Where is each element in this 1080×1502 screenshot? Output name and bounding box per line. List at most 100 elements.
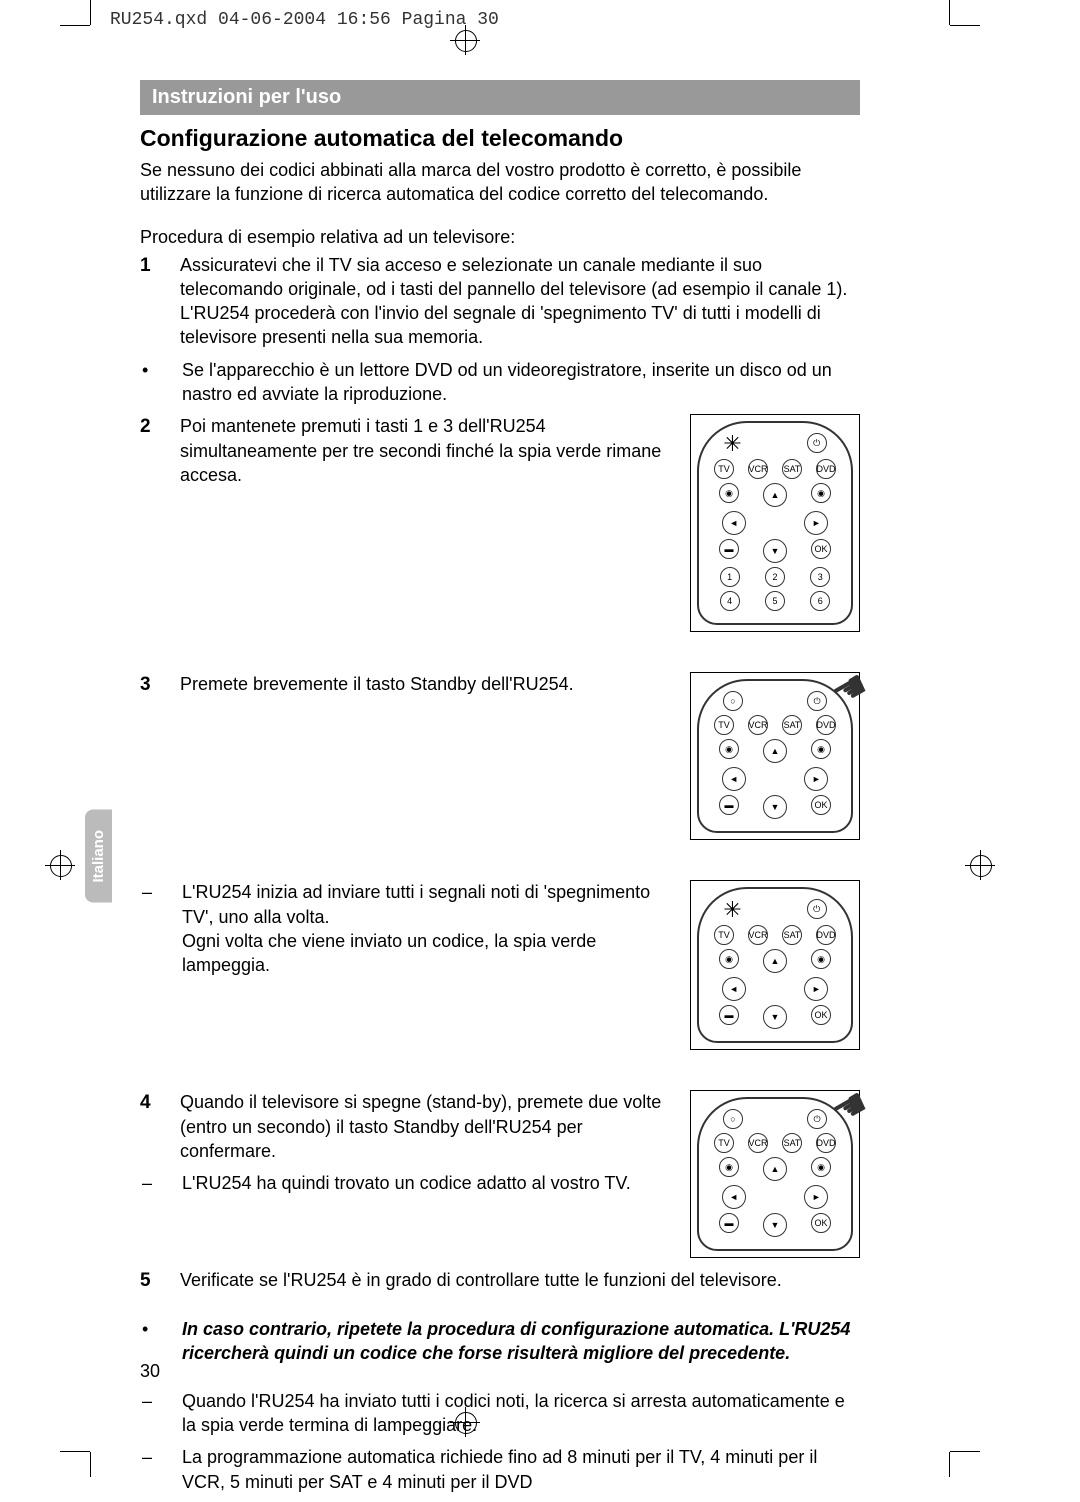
italic-note: In caso contrario, ripetete la procedura…: [182, 1317, 860, 1366]
bullet-icon: •: [140, 1317, 182, 1341]
dvd-button: DVD: [816, 715, 836, 735]
nav-button: ◉: [719, 1157, 739, 1177]
step-4-block: 4 Quando il televisore si spegne (stand-…: [140, 1090, 860, 1258]
right-button: ►: [804, 767, 828, 791]
procedure-intro: Procedura di esempio relativa ad un tele…: [140, 227, 860, 248]
intro-text: Se nessuno dei codici abbinati alla marc…: [140, 158, 860, 207]
led-burst-icon: ✳: [723, 899, 741, 921]
left-button: ◄: [722, 511, 746, 535]
nav-button: ◉: [719, 483, 739, 503]
up-button: ▲: [763, 739, 787, 763]
nav-button: ▬: [719, 539, 739, 559]
up-button: ▲: [763, 949, 787, 973]
crop-mark: [949, 0, 950, 25]
crop-mark: [60, 25, 90, 26]
step-2-block: 2 Poi mantenete premuti i tasti 1 e 3 de…: [140, 414, 860, 632]
sat-button: SAT: [782, 1133, 802, 1153]
step-text: Verificate se l'RU254 è in grado di cont…: [180, 1268, 860, 1292]
nav-button: ◉: [811, 483, 831, 503]
nav-button: ◉: [719, 949, 739, 969]
down-button: ▼: [763, 539, 787, 563]
tv-button: TV: [714, 1133, 734, 1153]
step-text: Quando il televisore si spegne (stand-by…: [180, 1090, 675, 1163]
registration-mark-right: [965, 850, 995, 880]
digit-2: 2: [765, 567, 785, 587]
step-number: 4: [140, 1090, 180, 1116]
digit-6: 6: [810, 591, 830, 611]
dash-3: – Quando l'RU254 ha inviato tutti i codi…: [140, 1389, 860, 1438]
dash-icon: –: [140, 1171, 182, 1195]
file-header: RU254.qxd 04-06-2004 16:56 Pagina 30: [110, 10, 499, 30]
dash-icon: –: [140, 880, 182, 904]
remote-figure-3: ✳⏻ TVVCRSATDVD ◉▲◉ ◄► ▬▼OK: [690, 880, 860, 1050]
step-1: 1 Assicuratevi che il TV sia acceso e se…: [140, 253, 860, 350]
left-button: ◄: [722, 1185, 746, 1209]
ok-button: OK: [811, 1213, 831, 1233]
step-text: L'RU254 ha quindi trovato un codice adat…: [182, 1171, 675, 1195]
step-text: L'RU254 inizia ad inviare tutti i segnal…: [182, 880, 675, 977]
sat-button: SAT: [782, 925, 802, 945]
step-5: 5 Verificate se l'RU254 è in grado di co…: [140, 1268, 860, 1294]
dvd-button: DVD: [816, 459, 836, 479]
power-icon: ⏻: [807, 1109, 827, 1129]
nav-button: ◉: [811, 1157, 831, 1177]
crop-mark: [90, 1452, 91, 1477]
crop-mark: [950, 1451, 980, 1452]
power-icon: ⏻: [807, 899, 827, 919]
tv-button: TV: [714, 925, 734, 945]
right-button: ►: [804, 1185, 828, 1209]
step-text-line: L'RU254 inizia ad inviare tutti i segnal…: [182, 882, 650, 926]
dash-icon: –: [140, 1389, 182, 1413]
dvd-button: DVD: [816, 1133, 836, 1153]
sat-button: SAT: [782, 459, 802, 479]
left-button: ◄: [722, 977, 746, 1001]
nav-button: ◉: [811, 949, 831, 969]
page-title: Configurazione automatica del telecomand…: [140, 125, 860, 152]
registration-mark-left: [45, 850, 75, 880]
down-button: ▼: [763, 795, 787, 819]
step-number: 5: [140, 1268, 180, 1294]
vcr-button: VCR: [748, 1133, 768, 1153]
dash-icon: –: [140, 1445, 182, 1469]
nav-button: ◉: [811, 739, 831, 759]
crop-mark: [60, 1451, 90, 1452]
step-text: Quando l'RU254 ha inviato tutti i codici…: [182, 1389, 860, 1438]
tv-button: TV: [714, 715, 734, 735]
bullet-icon: •: [140, 358, 182, 382]
step-bullet-1: • Se l'apparecchio è un lettore DVD od u…: [140, 358, 860, 407]
registration-mark-top: [450, 25, 480, 55]
power-icon: ⏻: [807, 433, 827, 453]
step-number: 1: [140, 253, 180, 279]
vcr-button: VCR: [748, 459, 768, 479]
remote-figure-2: ○⏻ TVVCRSATDVD ◉▲◉ ◄► ▬▼OK ☚: [690, 672, 860, 840]
nav-button: ◉: [719, 739, 739, 759]
ok-button: OK: [811, 539, 831, 559]
remote-figure-1: ✳⏻ TVVCRSATDVD ◉▲◉ ◄► ▬▼OK 123 456: [690, 414, 860, 632]
nav-button: ▬: [719, 795, 739, 815]
step-bullet-2: • In caso contrario, ripetete la procedu…: [140, 1317, 860, 1366]
digit-5: 5: [765, 591, 785, 611]
remote-figure-4: ○⏻ TVVCRSATDVD ◉▲◉ ◄► ▬▼OK ☚: [690, 1090, 860, 1258]
step-3-block: 3 Premete brevemente il tasto Standby de…: [140, 672, 860, 840]
led-icon: ○: [723, 1109, 743, 1129]
ok-button: OK: [811, 1005, 831, 1025]
down-button: ▼: [763, 1005, 787, 1029]
digit-4: 4: [720, 591, 740, 611]
led-icon: ○: [723, 691, 743, 711]
digit-1: 1: [720, 567, 740, 587]
step-text: Premete brevemente il tasto Standby dell…: [180, 672, 675, 696]
tv-button: TV: [714, 459, 734, 479]
vcr-button: VCR: [748, 925, 768, 945]
section-header: Instruzioni per l'uso: [140, 80, 860, 115]
crop-mark: [950, 25, 980, 26]
page-number: 30: [140, 1361, 160, 1382]
step-text: La programmazione automatica richiede fi…: [182, 1445, 860, 1494]
dvd-button: DVD: [816, 925, 836, 945]
step-text: Poi mantenete premuti i tasti 1 e 3 dell…: [180, 414, 675, 487]
left-button: ◄: [722, 767, 746, 791]
ok-button: OK: [811, 795, 831, 815]
step-text: Assicuratevi che il TV sia acceso e sele…: [180, 253, 860, 350]
right-button: ►: [804, 511, 828, 535]
digit-3: 3: [810, 567, 830, 587]
nav-button: ▬: [719, 1005, 739, 1025]
